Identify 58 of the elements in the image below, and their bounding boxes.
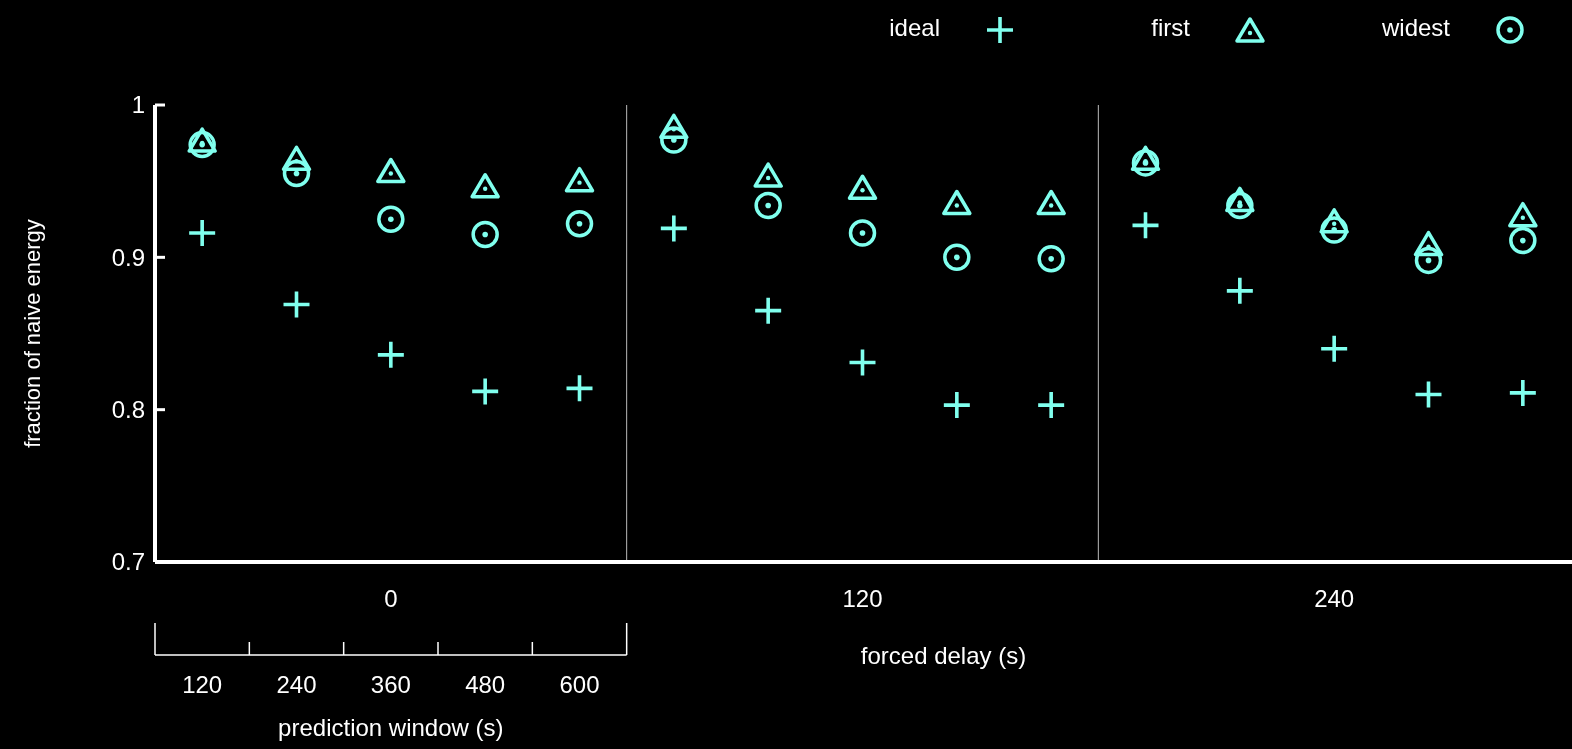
- point: [848, 219, 877, 247]
- point: [282, 159, 311, 188]
- point: [660, 126, 688, 154]
- y-axis-title: fraction of naive energy: [20, 219, 45, 448]
- point: [753, 162, 783, 188]
- point: [659, 113, 689, 140]
- point: [1319, 208, 1349, 234]
- point: [470, 172, 500, 199]
- point: [376, 157, 406, 184]
- point: [660, 215, 687, 242]
- point: [377, 341, 404, 368]
- x-tick-label: 240: [1314, 585, 1355, 612]
- y-tick-label: 0.9: [111, 243, 145, 271]
- legend-label: ideal: [889, 14, 940, 42]
- x-axis-title: forced delay (s): [860, 642, 1027, 669]
- point: [1509, 226, 1537, 255]
- point: [565, 210, 594, 238]
- y-tick-label: 1: [131, 91, 145, 119]
- point: [1226, 277, 1253, 304]
- point: [1131, 149, 1160, 177]
- point: [564, 166, 595, 193]
- point: [472, 378, 499, 405]
- x-tick-label: 0: [384, 585, 398, 612]
- legend-label: first: [1151, 14, 1191, 42]
- point: [377, 205, 405, 233]
- point: [281, 145, 312, 172]
- point: [1414, 246, 1443, 275]
- y-tick-label: 0.7: [111, 548, 145, 576]
- point: [755, 297, 782, 324]
- point: [1508, 201, 1538, 228]
- point: [1509, 379, 1536, 406]
- text: 480: [465, 671, 506, 698]
- y-tick-label: 0.8: [111, 396, 145, 424]
- text: 120: [182, 671, 223, 698]
- point: [1225, 186, 1255, 213]
- point: [189, 219, 216, 246]
- point: [1226, 191, 1254, 220]
- point: [847, 174, 878, 201]
- point: [943, 392, 970, 419]
- point: [1037, 245, 1065, 273]
- text: 240: [276, 671, 317, 698]
- point: [943, 243, 971, 272]
- point: [1320, 216, 1348, 244]
- point: [471, 220, 499, 249]
- text: 360: [370, 671, 411, 698]
- legend-label: widest: [1380, 14, 1451, 42]
- point: [1130, 145, 1161, 172]
- point: [187, 127, 217, 153]
- point: [1036, 189, 1066, 216]
- point: [188, 130, 216, 159]
- point: [754, 191, 782, 220]
- point: [1038, 392, 1065, 419]
- text: 600: [559, 671, 600, 698]
- point: [1413, 230, 1444, 257]
- point: [1321, 335, 1348, 362]
- point: [942, 189, 972, 216]
- text: prediction window (s): [278, 714, 504, 741]
- x-tick-label: 120: [842, 585, 883, 612]
